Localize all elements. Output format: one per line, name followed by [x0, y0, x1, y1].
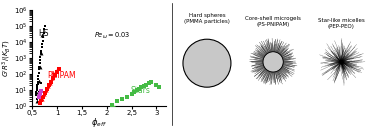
X-axis label: $\phi_{eff}$: $\phi_{eff}$ — [91, 116, 107, 128]
Text: Stars: Stars — [130, 86, 150, 95]
Text: $Pe_\omega=0.03$: $Pe_\omega=0.03$ — [94, 30, 131, 41]
Y-axis label: $G'R^3/(K_BT)$: $G'R^3/(K_BT)$ — [0, 39, 13, 77]
Text: HS: HS — [38, 29, 48, 38]
Title: Star-like micelles
(PEP-PEO): Star-like micelles (PEP-PEO) — [318, 18, 364, 29]
Circle shape — [183, 39, 231, 87]
Text: PNIPAM: PNIPAM — [47, 71, 76, 80]
Title: Hard spheres
(PMMA particles): Hard spheres (PMMA particles) — [184, 13, 230, 24]
Circle shape — [263, 52, 283, 72]
Circle shape — [340, 60, 342, 63]
Title: Core-shell microgels
(PS-PNIPAM): Core-shell microgels (PS-PNIPAM) — [245, 16, 301, 27]
